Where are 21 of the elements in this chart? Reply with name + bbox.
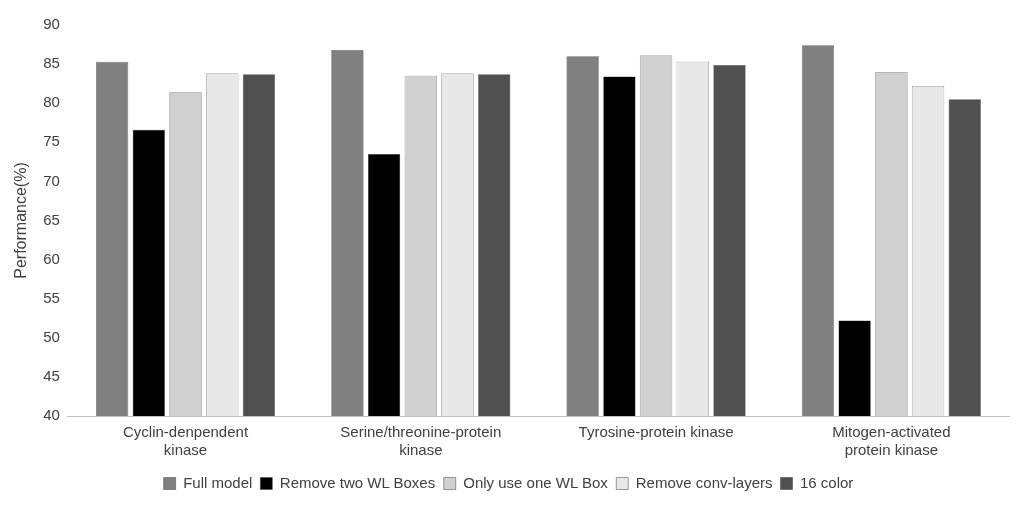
y-tick-label: 65: [43, 210, 60, 228]
legend-label: Remove conv-layers: [635, 473, 773, 491]
y-tick-label: 80: [43, 93, 60, 111]
y-tick-label: 90: [43, 15, 60, 33]
y-tick-label: 85: [43, 54, 60, 72]
y-tick-label: 75: [43, 132, 60, 150]
x-tick-label: Tyrosine-protein kinase: [578, 423, 734, 441]
x-tick-label: Cyclin-denpendent kinase: [122, 423, 249, 459]
legend-label: Remove two WL Boxes: [279, 473, 436, 491]
legend-label: 16 color: [800, 473, 854, 491]
x-tick-label: Mitogen-activated protein kinase: [832, 423, 951, 459]
y-tick-label: 45: [43, 367, 60, 385]
y-tick-label: 50: [43, 327, 60, 345]
legend-label: Full model: [183, 473, 253, 491]
x-tick-label: Serine/threonine-protein kinase: [340, 423, 502, 459]
y-axis-title: Performance(%): [12, 162, 30, 279]
y-tick-label: 55: [43, 288, 60, 306]
legend-label: Only use one WL Box: [463, 473, 609, 491]
y-tick-label: 40: [43, 406, 60, 424]
y-tick-label: 70: [43, 171, 60, 189]
y-tick-label: 60: [43, 249, 60, 267]
